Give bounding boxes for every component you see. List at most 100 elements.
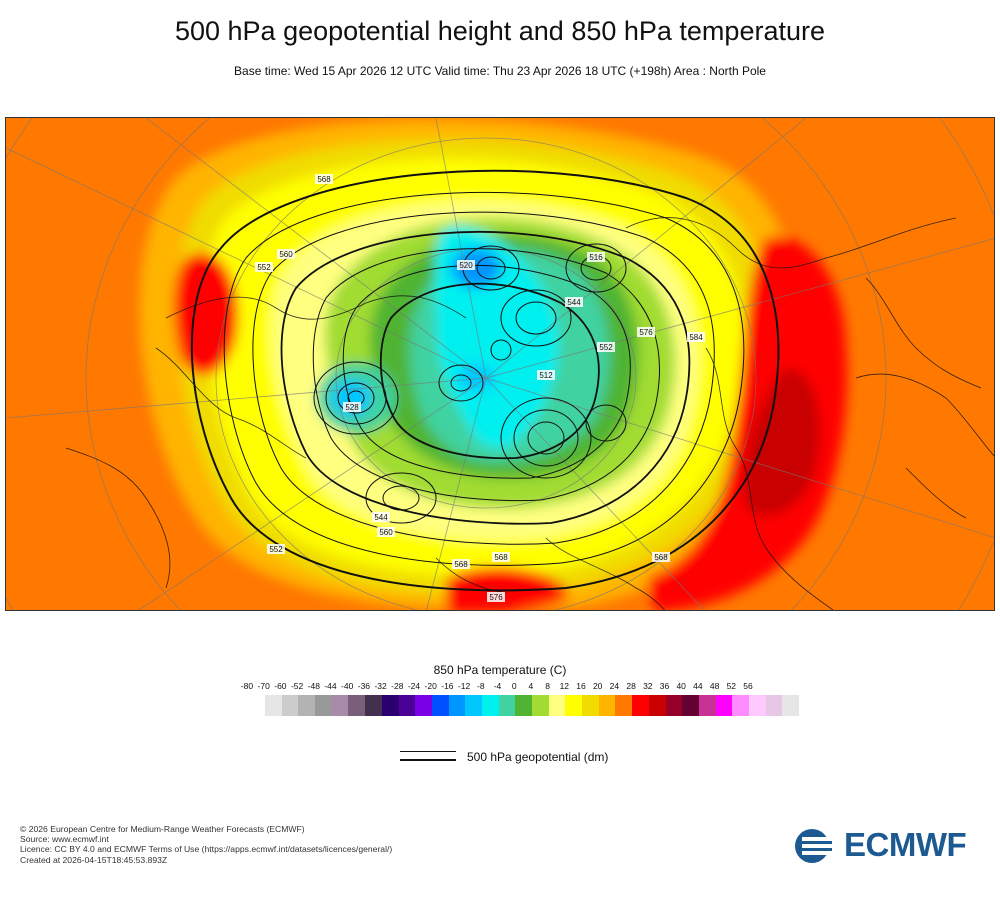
color-swatch <box>665 695 683 716</box>
color-swatch <box>748 695 766 716</box>
scale-tick-label: 40 <box>676 681 686 691</box>
scale-tick-label: 44 <box>693 681 703 691</box>
contour-value-label: 560 <box>277 249 295 259</box>
scale-tick-label: 56 <box>743 681 753 691</box>
contour-value-label: 552 <box>267 544 285 554</box>
contour-value-label: 568 <box>652 552 670 562</box>
temperature-color-scale <box>265 695 799 716</box>
color-swatch <box>498 695 516 716</box>
scale-tick-label: -52 <box>290 681 304 691</box>
scale-tick-label: 48 <box>709 681 720 691</box>
scale-tick-label: -48 <box>307 681 320 691</box>
scale-tick-label: -12 <box>457 681 471 691</box>
color-swatch <box>431 695 449 716</box>
contour-value-label: 584 <box>687 332 705 342</box>
svg-text:552: 552 <box>599 343 613 352</box>
color-swatch <box>632 695 649 716</box>
svg-text:568: 568 <box>317 175 331 184</box>
svg-text:560: 560 <box>379 528 393 537</box>
color-swatch <box>331 695 349 716</box>
color-swatch <box>782 695 799 716</box>
scale-tick-label: -28 <box>391 681 404 691</box>
contour-value-label: 516 <box>587 252 605 262</box>
svg-text:568: 568 <box>494 553 508 562</box>
scale-tick-label: -4 <box>493 681 502 691</box>
color-swatch <box>415 695 432 716</box>
contour-label-layer: 552 560 568 568 576 584 544 528 520 512 516 568 552 5… <box>255 174 705 602</box>
thin-contour-sample <box>400 751 456 752</box>
svg-text:576: 576 <box>639 328 653 337</box>
source-link[interactable]: Source: www.ecmwf.int <box>20 834 109 845</box>
scale-tick-label: 36 <box>659 681 670 691</box>
color-swatch <box>298 695 316 716</box>
contour-value-label: 544 <box>565 297 583 307</box>
color-swatch <box>348 695 366 716</box>
svg-text:568: 568 <box>454 560 468 569</box>
color-swatch <box>715 695 733 716</box>
color-swatch <box>682 695 699 716</box>
svg-text:584: 584 <box>689 333 703 342</box>
color-swatch <box>315 695 332 716</box>
contour-value-label: 568 <box>492 552 510 562</box>
contour-value-label: 560 <box>377 527 395 537</box>
color-swatch <box>598 695 616 716</box>
color-swatch <box>281 695 299 716</box>
scale-tick-label: -20 <box>424 681 437 691</box>
geopotential-contours <box>190 169 780 592</box>
color-swatch <box>381 695 399 716</box>
color-swatch <box>481 695 499 716</box>
color-swatch <box>732 695 749 716</box>
lat-lon-grid <box>6 118 994 610</box>
thick-contour-sample <box>400 759 456 761</box>
svg-text:544: 544 <box>567 298 581 307</box>
color-swatch <box>648 695 666 716</box>
color-swatch <box>582 695 599 716</box>
contour-value-label: 576 <box>637 327 655 337</box>
scale-tick-label: 16 <box>576 681 586 691</box>
footer-credits: © 2026 European Centre for Medium-Range … <box>20 824 392 865</box>
scale-tick-label: -36 <box>357 681 371 691</box>
svg-text:560: 560 <box>279 250 293 259</box>
svg-text:576: 576 <box>489 593 503 602</box>
scale-tick-label: 52 <box>726 681 737 691</box>
color-swatch <box>448 695 466 716</box>
scale-tick-label: 12 <box>559 681 570 691</box>
contour-value-label: 568 <box>452 559 470 569</box>
color-swatch <box>398 695 416 716</box>
coastlines <box>65 217 994 610</box>
scale-tick-label: -70 <box>257 681 270 691</box>
contour-value-label: 528 <box>343 402 361 412</box>
scale-tick-label: -32 <box>374 681 387 691</box>
licence-text[interactable]: Licence: CC BY 4.0 and ECMWF Terms of Us… <box>20 844 393 855</box>
contour-value-label: 512 <box>537 370 555 380</box>
scale-tick-label: 28 <box>626 681 636 691</box>
scale-tick-label: 20 <box>592 681 603 691</box>
contour-value-label: 576 <box>487 592 505 602</box>
temperature-legend-title: 850 hPa temperature (C) <box>433 663 567 677</box>
scale-tick-label: -44 <box>324 681 337 691</box>
scale-tick-label: 24 <box>609 681 620 691</box>
svg-text:544: 544 <box>374 513 388 522</box>
svg-text:528: 528 <box>345 403 359 412</box>
svg-text:512: 512 <box>539 371 553 380</box>
contour-value-label: 544 <box>372 512 390 522</box>
scale-tick-label: 8 <box>545 681 550 691</box>
scale-tick-label: -40 <box>341 681 354 691</box>
ecmwf-logo[interactable]: ECMWF <box>794 826 984 866</box>
color-swatch <box>515 695 532 716</box>
contour-value-label: 552 <box>255 262 273 272</box>
map-canvas: 552 560 568 568 576 584 544 528 520 512 516 568 552 5… <box>6 118 994 610</box>
contour-value-label: 552 <box>597 342 615 352</box>
color-swatch <box>698 695 716 716</box>
svg-text:568: 568 <box>654 553 668 562</box>
scale-tick-label: -60 <box>274 681 287 691</box>
page-title: 500 hPa geopotential height and 850 hPa … <box>174 16 825 46</box>
copyright-text: © 2026 European Centre for Medium-Range … <box>20 824 305 834</box>
scale-tick-label: -80 <box>240 681 254 691</box>
ecmwf-globe-icon <box>795 829 842 863</box>
color-swatch <box>565 695 583 716</box>
north-pole-map[interactable]: 552 560 568 568 576 584 544 528 520 512 516 568 552 5… <box>5 117 995 611</box>
svg-text:520: 520 <box>459 261 473 270</box>
scale-tick-label: -8 <box>477 681 485 691</box>
scale-tick-label: 4 <box>528 681 534 691</box>
